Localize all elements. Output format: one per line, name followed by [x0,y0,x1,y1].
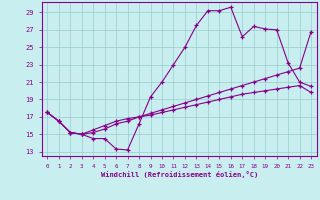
X-axis label: Windchill (Refroidissement éolien,°C): Windchill (Refroidissement éolien,°C) [100,171,258,178]
